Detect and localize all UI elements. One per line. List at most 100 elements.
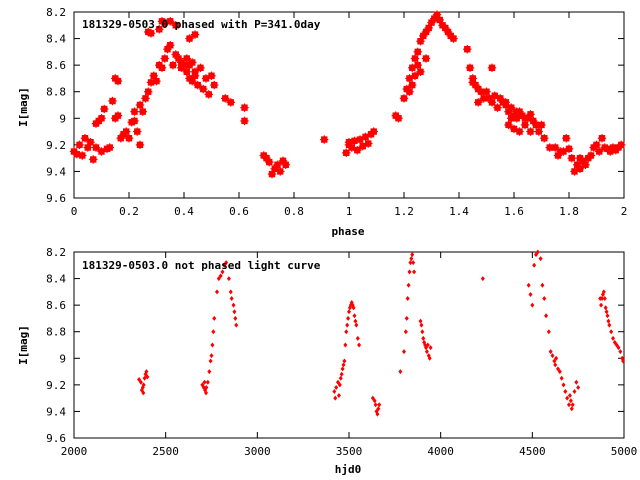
data-point xyxy=(570,402,575,408)
data-point xyxy=(403,329,408,335)
x-tick-label: 4000 xyxy=(427,445,454,458)
data-point xyxy=(407,269,412,275)
data-point xyxy=(232,309,237,315)
y-tick-label: 8.8 xyxy=(46,326,66,339)
data-point xyxy=(542,296,547,301)
data-point xyxy=(338,375,343,381)
data-point xyxy=(553,362,558,368)
x-axis-label: hjd0 xyxy=(335,463,362,476)
chart-title: 181329-0503.0 not phased light curve xyxy=(82,259,321,272)
data-point xyxy=(420,329,425,335)
y-tick-label: 9.2 xyxy=(46,379,66,392)
x-tick-label: 2 xyxy=(621,205,628,218)
data-point xyxy=(530,302,535,308)
y-tick-label: 9 xyxy=(59,352,66,365)
x-tick-label: 0 xyxy=(71,205,78,218)
data-point xyxy=(226,276,231,282)
data-point xyxy=(373,402,378,408)
data-point xyxy=(563,389,568,394)
data-point xyxy=(202,379,207,385)
data-point xyxy=(425,342,430,348)
data-point xyxy=(351,305,356,311)
y-tick-label: 9.2 xyxy=(46,139,66,152)
data-point xyxy=(332,389,337,394)
data-point xyxy=(559,375,564,381)
data-point xyxy=(228,289,233,295)
data-point xyxy=(408,260,413,266)
data-point xyxy=(605,313,610,319)
data-point xyxy=(342,358,347,364)
data-point xyxy=(405,296,410,301)
x-tick-label: 0.6 xyxy=(229,205,249,218)
chart-title: 181329-0503.0 phased with P=341.0day xyxy=(82,18,321,31)
x-tick-label: 0.4 xyxy=(174,205,194,218)
x-ticks: 2000 2500 3000 3500 4000 4500 5000 xyxy=(61,252,637,458)
data-point xyxy=(406,282,411,288)
data-point xyxy=(621,358,626,364)
data-point xyxy=(205,379,210,385)
data-point xyxy=(231,302,236,308)
data-point xyxy=(528,292,533,298)
data-point xyxy=(606,318,611,324)
y-axis-label: I[mag] xyxy=(17,87,30,127)
data-point xyxy=(204,390,208,396)
data-points xyxy=(69,10,626,179)
data-point xyxy=(398,369,403,375)
data-point xyxy=(229,296,234,301)
data-point xyxy=(212,315,217,321)
data-point xyxy=(600,296,604,301)
y-tick-label: 9.6 xyxy=(46,432,66,445)
data-point xyxy=(345,322,350,328)
y-tick-label: 8.2 xyxy=(46,246,66,259)
data-point xyxy=(215,289,219,295)
data-point xyxy=(421,335,426,341)
data-point xyxy=(568,398,573,404)
data-point xyxy=(569,406,574,412)
data-point xyxy=(210,342,215,348)
data-point xyxy=(333,395,338,401)
x-tick-label: 1 xyxy=(346,205,353,218)
data-point xyxy=(535,249,540,255)
data-point xyxy=(567,392,572,398)
data-points xyxy=(137,249,626,417)
data-point xyxy=(611,335,615,341)
data-point xyxy=(334,385,339,391)
data-point xyxy=(546,329,551,335)
data-point xyxy=(572,389,577,394)
data-point xyxy=(424,349,429,355)
data-point xyxy=(418,318,423,324)
y-tick-label: 8.4 xyxy=(46,33,66,46)
data-point xyxy=(419,322,424,328)
x-tick-label: 1.8 xyxy=(559,205,579,218)
data-point xyxy=(410,252,415,258)
data-point xyxy=(602,296,607,301)
plot-frame xyxy=(73,251,625,439)
data-point xyxy=(404,315,409,321)
data-point xyxy=(341,362,346,368)
y-tick-label: 8.8 xyxy=(46,86,66,99)
data-point xyxy=(607,322,612,328)
data-point xyxy=(526,282,531,288)
data-point xyxy=(428,345,433,351)
data-point xyxy=(372,398,377,404)
y-tick-label: 9.6 xyxy=(46,192,66,205)
data-point xyxy=(209,353,214,359)
data-point xyxy=(567,402,571,408)
y-tick-label: 9.4 xyxy=(46,405,66,418)
x-tick-label: 3500 xyxy=(336,445,363,458)
data-point xyxy=(375,411,380,417)
data-point xyxy=(141,382,146,388)
data-point xyxy=(145,374,150,380)
data-point xyxy=(618,349,623,355)
data-point xyxy=(599,302,604,308)
data-point xyxy=(550,353,555,359)
data-point xyxy=(601,289,606,295)
data-point xyxy=(204,385,209,391)
data-point xyxy=(353,318,358,324)
y-axis-label: I[mag] xyxy=(17,325,30,365)
data-point xyxy=(574,379,579,385)
y-ticks: 8.2 8.4 8.6 8.8 9 9.2 9.4 9.6 xyxy=(46,6,624,205)
data-point xyxy=(604,309,609,315)
data-point xyxy=(354,322,359,328)
